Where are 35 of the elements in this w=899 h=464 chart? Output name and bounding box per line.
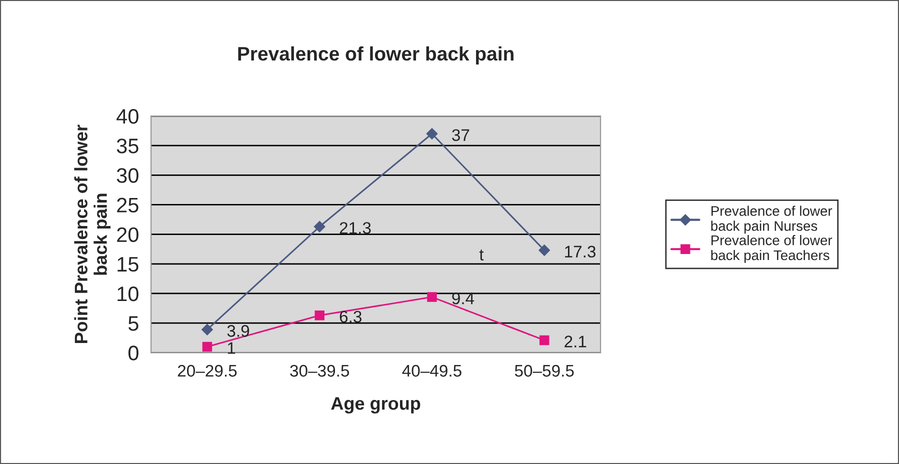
point	[202, 324, 213, 336]
y-tick-label: 35	[116, 138, 138, 154]
x-tick-label: 50–59.5	[514, 364, 574, 377]
data-label: 2.1	[564, 336, 586, 348]
point	[202, 342, 212, 352]
y-tick-label: 25	[117, 198, 138, 212]
data-label: 9.4	[452, 292, 474, 304]
data-label: 6.3	[340, 310, 362, 323]
y-tick-label: 40	[116, 109, 138, 124]
y-tick-label: 20	[117, 227, 138, 242]
point	[538, 244, 550, 256]
x-tick-label: 40–49.5	[402, 364, 462, 377]
x-axis-title: Age group	[331, 397, 420, 414]
x-tick-label: 30–39.5	[290, 364, 350, 377]
data-label: 17.3	[565, 246, 596, 258]
y-tick-label: 5	[128, 316, 138, 331]
chart-title: Prevalence of lower back pain	[238, 46, 514, 64]
legend-label: Prevalence of lower back pain Teachers	[711, 235, 832, 263]
y-tick-label: 0	[128, 346, 138, 360]
x-tick-label: 20–29.5	[178, 364, 237, 377]
data-label: 21.3	[340, 222, 371, 234]
y-tick-label: 15	[118, 257, 138, 272]
point	[426, 128, 438, 140]
point	[427, 292, 437, 302]
y-tick-label: 30	[116, 168, 138, 183]
point	[314, 310, 324, 320]
y-axis-title: Point Prevalence of lower back pain	[74, 124, 110, 343]
point	[314, 221, 326, 232]
legend-label: Prevalence of lower back pain Nurses	[711, 206, 832, 234]
annotation: t	[479, 250, 484, 260]
data-label: 1	[228, 342, 236, 354]
data-label: 3.9	[227, 325, 250, 337]
point	[539, 335, 550, 346]
y-tick-label: 10	[118, 286, 138, 302]
data-label: 37	[452, 129, 470, 141]
